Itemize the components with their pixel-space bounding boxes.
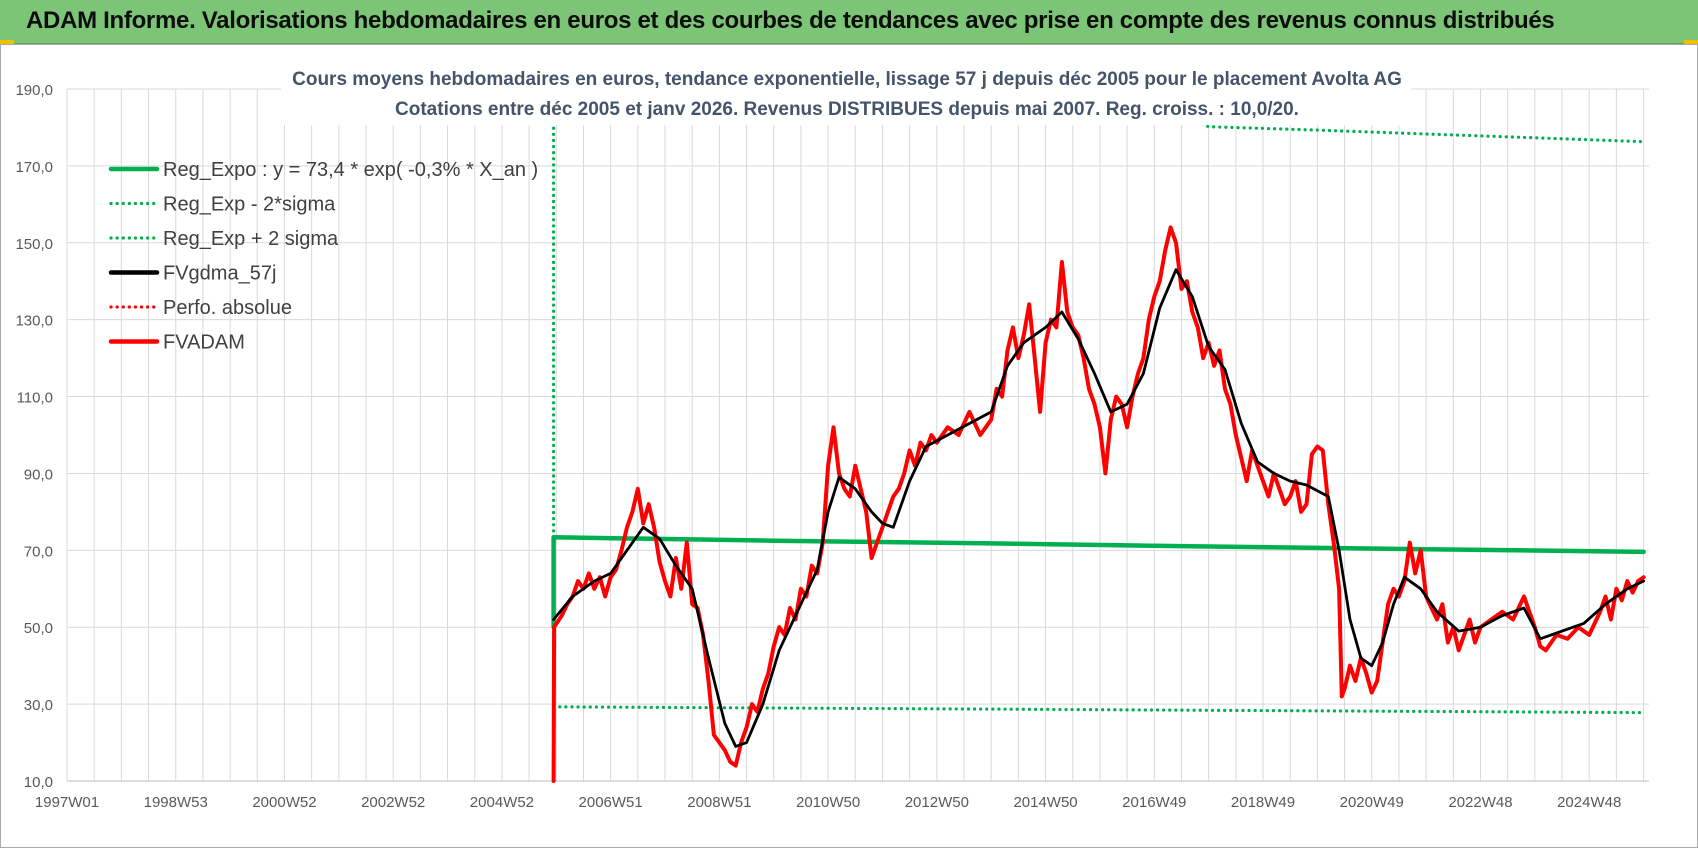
x-tick-label: 2014W50 — [1013, 794, 1077, 811]
y-tick-label: 90,0 — [24, 466, 53, 483]
series-line-5 — [551, 225, 1646, 783]
corner-mark-left — [0, 40, 14, 46]
title-bar: ADAM Informe. Valorisations hebdomadaire… — [0, 0, 1698, 44]
legend-label-5: FVADAM — [163, 332, 245, 354]
y-tick-label: 170,0 — [15, 159, 53, 176]
x-tick-label: 2024W48 — [1557, 794, 1621, 811]
series-line-3 — [552, 268, 1645, 748]
chart-title-block: Cours moyens hebdomadaires en euros, ten… — [281, 61, 1411, 125]
legend-label-4: Perfo. absolue — [163, 297, 292, 319]
legend: Reg_Expo : y = 73,4 * exp( -0,3% * X_an … — [108, 159, 538, 354]
x-tick-label: 2020W49 — [1340, 794, 1404, 811]
chart-title: Cours moyens hebdomadaires en euros, ten… — [292, 69, 1402, 90]
x-tick-label: 2012W50 — [905, 794, 969, 811]
x-tick-label: 2018W49 — [1231, 794, 1295, 811]
y-tick-label: 10,0 — [24, 774, 53, 791]
series-line-1 — [552, 705, 1646, 715]
x-tick-label: 2002W52 — [361, 794, 425, 811]
x-tick-label: 2022W48 — [1448, 794, 1512, 811]
x-tick-label: 1998W53 — [144, 794, 208, 811]
y-tick-label: 130,0 — [15, 313, 53, 330]
y-tick-label: 30,0 — [24, 697, 53, 714]
legend-label-1: Reg_Exp - 2*sigma — [163, 194, 336, 216]
x-tick-label: 2016W49 — [1122, 794, 1186, 811]
legend-label-0: Reg_Expo : y = 73,4 * exp( -0,3% * X_an … — [163, 159, 538, 181]
x-tick-label: 2010W50 — [796, 794, 860, 811]
chart-area: 10,0 30,0 50,0 70,0 90,0 110,0 130,0 150,0 170,0… — [0, 44, 1698, 848]
x-tick-label: 2006W51 — [579, 794, 643, 811]
legend-label-3: FVgdma_57j — [163, 263, 276, 285]
line-chart: 10,0 30,0 50,0 70,0 90,0 110,0 130,0 150,0 170,0… — [15, 61, 1649, 811]
chart-subtitle: Cotations entre déc 2005 et janv 2026. R… — [395, 99, 1299, 120]
y-tick-label: 190,0 — [15, 82, 53, 99]
y-tick-label: 50,0 — [24, 620, 53, 637]
x-tick-label: 1997W01 — [35, 794, 99, 811]
x-tick-label: 2004W52 — [470, 794, 534, 811]
corner-mark-right — [1684, 40, 1698, 46]
axis-layer: 10,0 30,0 50,0 70,0 90,0 110,0 130,0 150,0 170,0… — [15, 82, 1649, 811]
y-tick-label: 150,0 — [15, 236, 53, 253]
page-title: ADAM Informe. Valorisations hebdomadaire… — [26, 7, 1555, 34]
chart-title-background — [281, 61, 1411, 125]
x-tick-label: 2008W51 — [687, 794, 751, 811]
y-tick-label: 110,0 — [17, 390, 53, 407]
series-layer — [551, 87, 1646, 783]
legend-label-2: Reg_Exp + 2 sigma — [163, 228, 339, 250]
x-tick-label: 2000W52 — [252, 794, 316, 811]
y-tick-label: 70,0 — [24, 543, 53, 560]
